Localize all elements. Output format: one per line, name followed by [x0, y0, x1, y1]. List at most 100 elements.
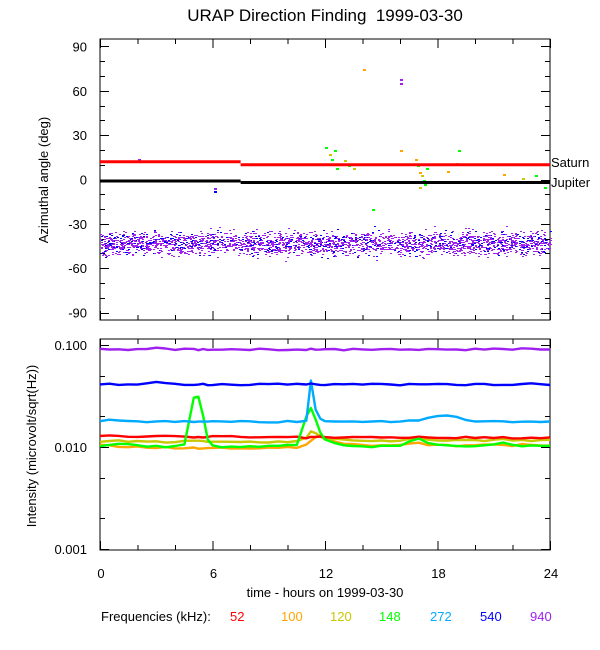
azimuth-point-540: [198, 244, 200, 245]
azimuth-point-940: [387, 249, 389, 250]
azimuth-point-940: [485, 239, 487, 240]
azimuth-point-940: [277, 237, 279, 238]
azimuth-point-940: [494, 236, 496, 237]
azimuth-point-940: [139, 243, 141, 244]
azimuth-point-540: [418, 240, 420, 241]
azimuth-point-940: [210, 246, 212, 247]
azimuth-point-940: [195, 243, 197, 244]
azimuth-point-940: [252, 247, 254, 248]
azimuth-point-940: [112, 249, 114, 250]
azimuth-point-940: [409, 232, 411, 233]
azimuth-point-940: [506, 245, 508, 246]
azimuth-point-940: [279, 250, 281, 251]
azimuth-point-940: [399, 243, 401, 244]
azimuth-point-940: [355, 235, 357, 236]
azimuth-point-940: [297, 237, 299, 238]
azimuth-point-940: [365, 253, 367, 254]
azimuth-point-940: [228, 237, 230, 238]
azimuth-point-940: [117, 254, 119, 255]
azimuth-point-940: [478, 253, 480, 254]
azimuth-point-940: [385, 236, 387, 237]
azimuth-point-940: [313, 250, 315, 251]
azimuth-point-540: [372, 232, 374, 233]
azimuth-point-940: [391, 243, 393, 244]
azimuth-point-940: [262, 248, 264, 249]
azimuth-point-540: [524, 247, 526, 248]
azimuth-point-540: [444, 241, 446, 242]
time-x-axis-label: time - hours on 1999-03-30: [247, 585, 404, 600]
azimuth-point-940: [173, 249, 175, 250]
azimuth-point-940: [494, 242, 496, 243]
azimuth-point-940: [198, 249, 200, 250]
azimuth-point-940: [242, 246, 244, 247]
azimuth-point-148: [535, 175, 538, 177]
azimuth-point-940: [207, 237, 209, 238]
azimuth-point-940: [409, 242, 411, 243]
azimuth-point-940: [322, 249, 324, 250]
azimuth-point-940: [253, 233, 255, 234]
azimuth-point-940: [487, 257, 489, 258]
azimuth-point-540: [329, 243, 331, 244]
azimuth-point-940: [464, 244, 466, 245]
azimuth-point-940: [397, 245, 399, 246]
azimuth-point-540: [285, 246, 287, 247]
azimuth-point-940: [210, 249, 212, 250]
azimuth-point-940: [466, 241, 468, 242]
azimuth-point-940: [108, 246, 110, 247]
azimuth-point-940: [161, 257, 163, 258]
azimuth-point-940: [327, 247, 329, 248]
azimuth-point-940: [313, 235, 315, 236]
azimuth-point-940: [412, 250, 414, 251]
azimuth-point-940: [285, 247, 287, 248]
azimuth-point-940: [319, 238, 321, 239]
azimuth-point-540: [529, 240, 531, 241]
azimuth-point-940: [498, 238, 500, 239]
azimuth-point-540: [319, 239, 321, 240]
azimuth-point-940: [322, 239, 324, 240]
azimuth-point-148: [336, 168, 339, 170]
azimuth-point-940: [203, 255, 205, 256]
azimuth-point-940: [107, 242, 109, 243]
azimuth-point-540: [109, 244, 111, 245]
azimuth-point-540: [450, 235, 452, 236]
azimuth-point-940: [111, 246, 113, 247]
azimuth-point-148: [372, 209, 375, 211]
azimuth-point-540: [251, 249, 253, 250]
azimuth-point-940: [170, 244, 172, 245]
azimuth-point-940: [515, 233, 517, 234]
azimuth-point-540: [214, 191, 217, 193]
azimuth-point-940: [242, 241, 244, 242]
azimuth-point-540: [486, 248, 488, 249]
azimuth-point-940: [230, 237, 232, 238]
azimuth-point-540: [467, 232, 469, 233]
azimuth-point-940: [363, 242, 365, 243]
azimuth-point-540: [152, 242, 154, 243]
azimuth-point-540: [374, 245, 376, 246]
azimuth-point-940: [306, 244, 308, 245]
azimuth-point-940: [279, 235, 281, 236]
azimuth-point-940: [523, 248, 525, 249]
azimuth-point-940: [430, 247, 432, 248]
azimuth-point-940: [353, 233, 355, 234]
azimuth-point-540: [298, 249, 300, 250]
azimuth-point-940: [335, 250, 337, 251]
azimuth-point-940: [246, 248, 248, 249]
azimuth-point-940: [442, 246, 444, 247]
azimuth-point-940: [355, 238, 357, 239]
azimuth-point-940: [434, 248, 436, 249]
azimuth-point-940: [184, 239, 186, 240]
azimuth-point-940: [478, 256, 480, 257]
azimuth-point-540: [527, 251, 529, 252]
azimuth-point-940: [455, 245, 457, 246]
azimuth-point-540: [212, 243, 214, 244]
azimuth-point-940: [548, 249, 550, 250]
azimuth-point-940: [214, 234, 216, 235]
azimuth-point-540: [245, 246, 247, 247]
azimuth-point-940: [361, 234, 363, 235]
azimuth-point-540: [446, 252, 448, 253]
azimuth-point-540: [131, 241, 133, 242]
azimuth-point-940: [234, 243, 236, 244]
azimuth-point-940: [119, 241, 121, 242]
azimuth-point-940: [239, 253, 241, 254]
azimuth-point-940: [190, 248, 192, 249]
